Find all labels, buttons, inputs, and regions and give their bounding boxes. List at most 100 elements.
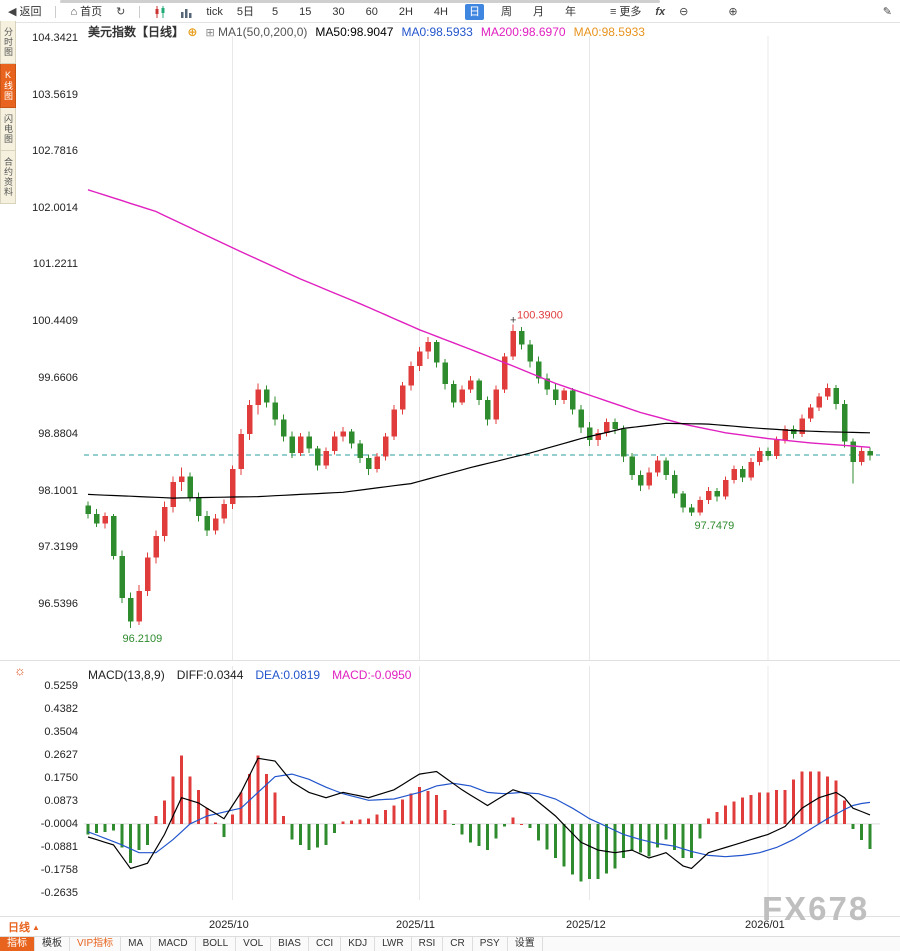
zoom-in-icon: ⊕	[728, 6, 738, 18]
pane-separator-bottom	[0, 916, 900, 917]
timeframe-button[interactable]: 60	[365, 6, 378, 18]
home-button[interactable]: ⌂ 首页	[70, 4, 102, 20]
timeframe-button[interactable]: 4H	[433, 6, 448, 18]
more-button[interactable]: ≡ 更多	[610, 4, 641, 20]
period-selector-label: 日线	[8, 922, 30, 934]
zoom-out-button[interactable]: ⊖	[679, 4, 688, 20]
indicator-tab[interactable]: PSY	[473, 937, 508, 951]
x-axis: 2025/10 2025/11 2025/12 2026/01	[0, 919, 900, 934]
indicator-tab[interactable]: 指标	[0, 937, 35, 951]
fx-indicator-button[interactable]: fx	[655, 6, 666, 18]
indicator-tab[interactable]: RSI	[412, 937, 444, 951]
ma50-line	[87, 422, 871, 499]
zoom-in-button[interactable]: ⊕	[728, 4, 737, 20]
indicator-tab[interactable]: LWR	[375, 937, 412, 951]
sidebar-chart-type-tab[interactable]: K线图	[0, 64, 16, 108]
back-label: 返回	[19, 6, 42, 18]
zoom-out-icon: ⊖	[679, 6, 689, 18]
indicator-settings-icon[interactable]: ☼	[14, 663, 26, 678]
indicator-tab[interactable]: KDJ	[341, 937, 376, 951]
price-annotations: +100.3900 96.2109 97.7479	[123, 310, 735, 645]
timeframe-button[interactable]: 30	[332, 6, 345, 18]
diff-line	[87, 757, 871, 870]
ma-settings-icon[interactable]: ⊞	[205, 26, 215, 39]
macd-header: MACD(13,8,9) DIFF:0.0344 DEA:0.0819 MACD…	[88, 668, 411, 682]
ma200-line	[87, 189, 871, 448]
tick-timeframe-button[interactable]: tick	[206, 6, 223, 18]
pencil-icon: ✎	[882, 6, 892, 18]
sidebar-chart-type-tab[interactable]: 闪电图	[0, 108, 16, 151]
macd-diff-value: DIFF:0.0344	[176, 668, 244, 682]
macd-axis-label: 0.4382	[44, 703, 78, 715]
macd-axis-label: -0.0881	[40, 841, 78, 853]
price-axis-label: 104.3421	[32, 32, 78, 44]
macd-hist-value: MACD:-0.0950	[332, 668, 412, 682]
back-button[interactable]: ◀ 返回	[8, 4, 41, 20]
macd-dea-value: DEA:0.0819	[255, 668, 321, 682]
indicator-tab-bar: 指标 模板 VIP指标 MA MACD BOLL VOL BIAS CCI KD…	[0, 936, 900, 951]
timeframe-button[interactable]: 月	[532, 6, 544, 18]
timeframe-button[interactable]: 2H	[398, 6, 413, 18]
macd-chart-pane[interactable]	[84, 666, 880, 900]
top-scrollbar-thumb[interactable]	[60, 0, 660, 3]
indicator-tab[interactable]: 模板	[35, 937, 70, 951]
price-chart-header: 美元指数【日线】 ⊕ ⊞ MA1(50,0,200,0) MA50:98.904…	[88, 23, 645, 40]
home-icon: ⌂	[70, 6, 78, 18]
candlestick-chart-icon	[154, 6, 166, 18]
high-marker: +	[510, 315, 516, 327]
refresh-icon: ↻	[116, 6, 126, 18]
pane-separator	[0, 660, 900, 661]
indicator-tab[interactable]: CR	[443, 937, 473, 951]
price-axis-label: 98.8804	[38, 428, 78, 441]
top-toolbar: ◀ 返回 ⌂ 首页 ↻ tick 5日 5 15	[0, 0, 900, 23]
fx678-watermark: FX678	[762, 890, 870, 927]
period-label: 【日线】	[136, 25, 185, 39]
chart-type-bars-button[interactable]	[180, 6, 192, 18]
price-axis-label: 99.6606	[38, 371, 78, 384]
back-arrow-icon: ◀	[8, 6, 17, 18]
timeframe-button[interactable]: 周	[500, 6, 512, 18]
price-axis-label: 98.1001	[38, 484, 78, 497]
price-axis-label: 97.3199	[38, 541, 78, 554]
five-day-timeframe-button[interactable]: 5日	[236, 6, 254, 18]
indicator-tab[interactable]: CCI	[309, 937, 342, 951]
macd-title: MACD(13,8,9)	[88, 668, 165, 682]
indicator-tab[interactable]: 设置	[508, 937, 543, 951]
refresh-button[interactable]: ↻	[116, 4, 125, 20]
toolbar-separator	[139, 6, 141, 18]
indicator-tab[interactable]: VOL	[236, 937, 272, 951]
sidebar-chart-type-tab[interactable]: 分时图	[0, 21, 16, 64]
price-axis-label: 102.7816	[32, 145, 78, 158]
x-axis-label: 2026/01	[745, 919, 785, 931]
indicator-tab[interactable]: MA	[121, 937, 152, 951]
ma50-value: MA50:98.9047	[315, 24, 394, 39]
menu-icon: ≡	[609, 6, 617, 18]
macd-axis-label: -0.0004	[40, 818, 78, 830]
sidebar-chart-type-tab[interactable]: 合约资料	[0, 151, 16, 204]
period-selector-dropdown[interactable]: 日线 ▲	[8, 919, 40, 935]
macd-chart-svg	[84, 666, 880, 900]
ma0-blue-value: MA0:98.5933	[401, 24, 473, 39]
timeframe-button[interactable]: 15	[299, 6, 312, 18]
timeframe-button[interactable]: 日	[464, 4, 484, 20]
candles-group	[85, 324, 873, 628]
indicator-tab[interactable]: BOLL	[196, 937, 237, 951]
indicator-tab[interactable]: MACD	[151, 937, 196, 951]
price-chart-pane[interactable]: +100.3900 96.2109 97.7479	[84, 36, 880, 660]
macd-axis-label: 0.5259	[44, 680, 78, 692]
price-axis-label: 102.0014	[32, 201, 78, 214]
macd-axis-label: 0.2627	[44, 749, 78, 761]
ma200-value: MA200:98.6970	[480, 24, 566, 39]
macd-axis-label: -0.2635	[40, 887, 78, 899]
macd-y-axis: 0.5259 0.4382 0.3504 0.2627 0.1750 0.0873 -0.0…	[0, 680, 78, 899]
macd-axis-label: -0.1758	[40, 864, 78, 876]
add-indicator-icon[interactable]: ⊕	[187, 25, 198, 39]
more-label: 更多	[619, 6, 642, 18]
draw-button[interactable]: ✎	[883, 4, 892, 20]
timeframe-button[interactable]: 年	[564, 6, 576, 18]
timeframe-button[interactable]: 5	[271, 6, 279, 18]
indicator-tab[interactable]: VIP指标	[70, 937, 122, 951]
indicator-tab[interactable]: BIAS	[271, 937, 309, 951]
x-axis-label: 2025/11	[396, 919, 435, 931]
chart-type-candle-button[interactable]	[154, 6, 166, 18]
